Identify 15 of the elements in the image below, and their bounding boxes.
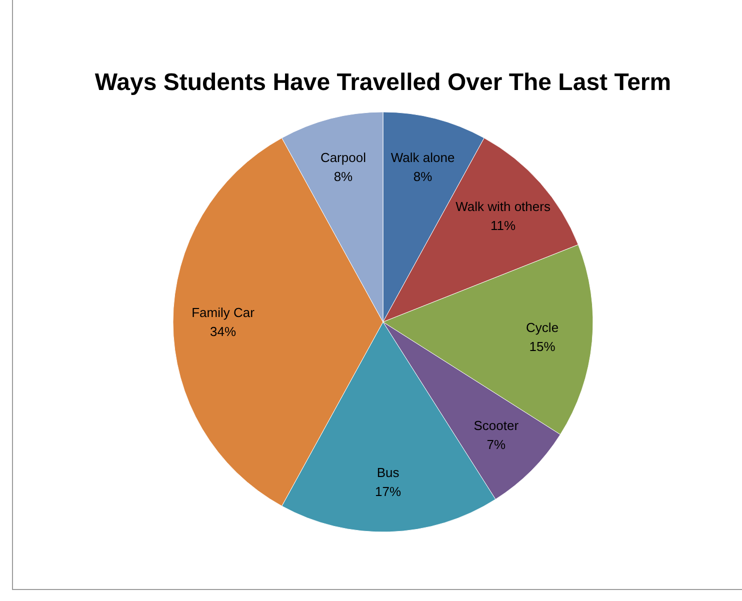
slice-label: Carpool (320, 150, 366, 166)
slice-label: Family Car (192, 305, 256, 320)
slice-label: Cycle (526, 320, 559, 336)
data-label: 7% (486, 437, 506, 452)
data-label: 34% (210, 324, 236, 339)
data-label: 11% (490, 218, 516, 234)
slice-label: Scooter (474, 418, 520, 434)
slice-label: Bus (376, 464, 400, 480)
slice-label: Walk with others (456, 199, 551, 214)
data-label: 8% (334, 169, 354, 184)
chart-title: Ways Students Have Travelled Over The Last Term (94, 69, 672, 96)
data-label: 15% (529, 339, 556, 354)
slice-label: Walk alone (390, 150, 455, 166)
data-label: 17% (375, 484, 402, 499)
data-label: 8% (413, 169, 433, 184)
